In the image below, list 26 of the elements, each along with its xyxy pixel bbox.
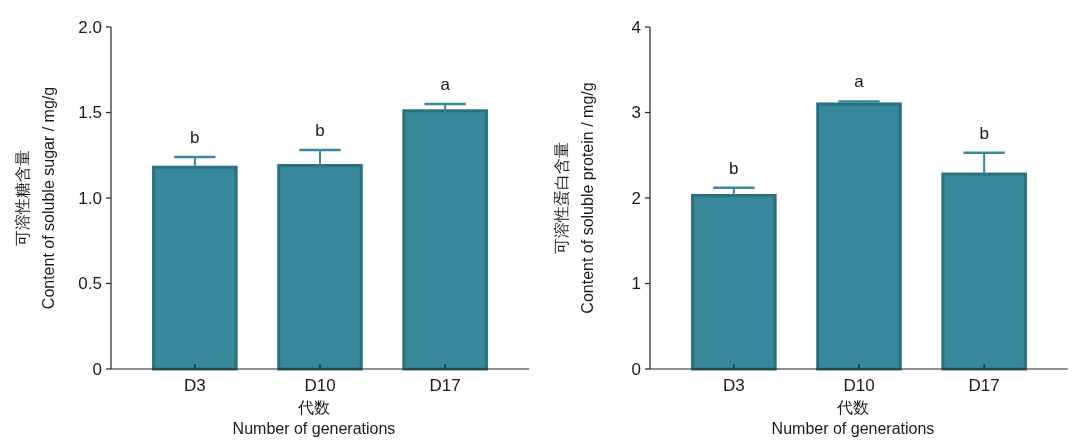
- x-tick-label: D10: [843, 376, 875, 395]
- y-tick-label: 2: [631, 188, 641, 208]
- x-tick-label: D17: [968, 376, 1000, 395]
- y-tick-label: 0: [92, 359, 102, 379]
- y-tick-label: 1: [631, 274, 641, 293]
- x-tick-label: D3: [722, 376, 745, 395]
- x-axis-title: 代数 Number of generations: [771, 399, 935, 437]
- annotation: b: [190, 127, 200, 147]
- y-tick-label: 1.0: [78, 188, 102, 208]
- y-tick-label: 2.0: [78, 17, 102, 37]
- x-tick-label: D3: [183, 376, 206, 395]
- x-tick-label: D17: [429, 376, 461, 395]
- annotation: b: [315, 121, 325, 141]
- annotation: a: [854, 72, 865, 92]
- annotation: a: [440, 74, 451, 94]
- y-tick-label: 0.5: [78, 274, 102, 293]
- y-tick-label: 0: [631, 359, 641, 379]
- annotation: b: [979, 123, 989, 143]
- y-axis-title: 可溶性糖含量 Content of soluble sugar / mg/g: [13, 86, 57, 310]
- y-axis-title: 可溶性蛋白含量 Content of soluble protein / mg/g: [552, 82, 596, 314]
- y-tick-label: 1.5: [78, 103, 102, 122]
- y-tick-label: 3: [631, 103, 641, 122]
- x-axis-title: 代数 Number of generations: [232, 399, 396, 437]
- y-tick-label: 4: [631, 17, 641, 37]
- x-tick-label: D10: [304, 376, 336, 395]
- annotation: b: [729, 158, 739, 178]
